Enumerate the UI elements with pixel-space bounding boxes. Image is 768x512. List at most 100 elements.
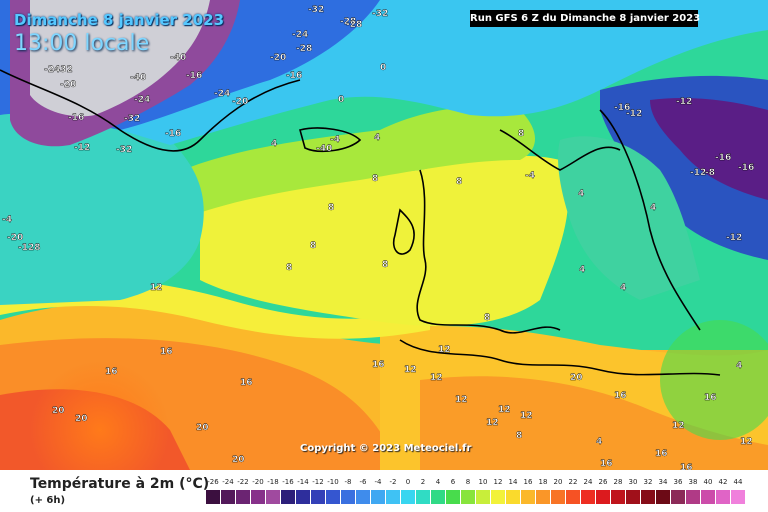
sahara-warm-zone <box>420 376 768 470</box>
isotherm-value-label: 8 <box>328 203 334 213</box>
scale-label: 44 <box>733 478 743 486</box>
isotherm-value-label: 12 <box>404 365 417 375</box>
isotherm-value-label: 0 <box>380 63 386 73</box>
isotherm-value-label: 20 <box>196 423 209 433</box>
scale-swatch <box>446 490 460 504</box>
scale-label: 36 <box>673 478 683 486</box>
isotherm-value-label: -12 <box>690 168 706 178</box>
anatolia-cool-patch <box>660 320 768 440</box>
isotherm-value-label: 16 <box>680 463 693 470</box>
scandinavia-coast <box>499 129 621 171</box>
scale-swatch <box>251 490 265 504</box>
scale-label: 26 <box>598 478 608 486</box>
isotherm-value-label: -28 <box>340 17 356 27</box>
scale-swatch <box>491 490 505 504</box>
isotherm-value-label: 16 <box>160 347 173 357</box>
scale-label: 12 <box>493 478 503 486</box>
isotherm-value-label: -28 <box>346 20 362 30</box>
scale-swatch <box>701 490 715 504</box>
scale-swatch <box>626 490 640 504</box>
isotherm-value-label: 4 <box>271 139 277 149</box>
scale-label: 16 <box>523 478 533 486</box>
map-canvas: -32-28-32-24-28-28-2432-20-40-40-16-20-1… <box>0 0 768 470</box>
scale-label: -10 <box>327 478 339 486</box>
scale-swatch <box>641 490 655 504</box>
isotherm-value-label: -20 <box>270 53 286 63</box>
scale-swatch <box>386 490 400 504</box>
british-isles <box>392 208 415 255</box>
isotherm-value-label: -16 <box>68 113 84 123</box>
isotherm-value-label: 16 <box>655 449 668 459</box>
isotherm-value-label: -12 <box>676 97 692 107</box>
isotherm-value-label: -40 <box>130 73 146 83</box>
iceland <box>299 127 362 152</box>
scale-label: 38 <box>688 478 698 486</box>
scale-swatch <box>401 490 415 504</box>
scale-label: 2 <box>420 478 426 486</box>
isotherm-value-label: -16 <box>614 103 630 113</box>
isotherm-value-label: 8 <box>484 313 490 323</box>
isotherm-value-label: 12 <box>520 411 533 421</box>
isotherm-value-label: 16 <box>105 367 118 377</box>
scale-swatch <box>536 490 550 504</box>
greenland-coast <box>0 69 301 152</box>
scale-swatch <box>671 490 685 504</box>
isotherm-value-label: -32 <box>372 9 388 19</box>
scale-label: -12 <box>312 478 324 486</box>
isotherm-value-label: 20 <box>570 373 583 383</box>
scale-label: -26 <box>207 478 219 486</box>
temperature-legend: Température à 2m (°C) (+ 6h) -26 -24 -22 -2… <box>0 470 768 512</box>
isotherm-value-label: -32 <box>308 5 324 15</box>
russia-very-cold <box>650 98 768 200</box>
scale-swatches <box>206 490 752 504</box>
isotherm-value-label: -32 <box>124 114 140 124</box>
scale-swatch <box>716 490 730 504</box>
isotherm-value-label: -12 <box>74 143 90 153</box>
isotherm-value-label: 8 <box>516 431 522 441</box>
legend-subtitle: (+ 6h) <box>30 495 66 506</box>
isotherm-value-label: 8 <box>382 260 388 270</box>
tropical-warm-patch <box>30 360 170 470</box>
scale-label: -24 <box>222 478 234 486</box>
isotherm-value-label: -128 <box>18 243 41 253</box>
scale-swatch <box>686 490 700 504</box>
color-scale: -26 -24 -22 -20 -18 -16 -14 -12 -10 -8 -6 -4 -2 0 2 4 6 8… <box>206 478 752 508</box>
isotherm-value-label: 8 <box>372 174 378 184</box>
isotherm-value-label: 8 <box>310 241 316 251</box>
scale-label: 40 <box>703 478 713 486</box>
coastlines <box>0 69 721 376</box>
isotherm-value-label: 4 <box>736 361 742 371</box>
isotherm-value-label: 16 <box>614 391 627 401</box>
scale-swatch <box>311 490 325 504</box>
scale-swatch <box>281 490 295 504</box>
scale-swatch <box>296 490 310 504</box>
scale-label: -4 <box>374 478 382 486</box>
isotherm-value-label: 12 <box>455 395 468 405</box>
scale-swatch <box>656 490 670 504</box>
isotherm-value-label: 12 <box>430 373 443 383</box>
isotherm-value-label: -32 <box>116 145 132 155</box>
eastern-europe-cool <box>558 136 700 300</box>
isotherm-value-label: 20 <box>52 406 65 416</box>
scale-label: 10 <box>478 478 488 486</box>
scale-swatch <box>206 490 220 504</box>
scale-label: 42 <box>718 478 728 486</box>
scale-label: 0 <box>405 478 411 486</box>
scale-label: 4 <box>435 478 441 486</box>
scale-swatch <box>506 490 520 504</box>
isotherm-value-label: -2432 <box>44 65 73 75</box>
isotherm-value-label: -16 <box>186 71 202 81</box>
eastern-europe-border <box>599 109 701 331</box>
isotherm-value-label: 0 <box>338 95 344 105</box>
isotherm-value-label: -8 <box>705 168 715 178</box>
mediterranean-south-coast <box>399 339 721 376</box>
scale-label: -2 <box>389 478 397 486</box>
scale-label: 14 <box>508 478 518 486</box>
isotherm-value-label: -40 <box>316 144 332 154</box>
isotherm-value-label: 12 <box>740 437 753 447</box>
scale-swatch <box>476 490 490 504</box>
isotherm-value-label: 16 <box>600 459 613 469</box>
copyright-notice: Copyright © 2023 Meteociel.fr <box>300 443 472 454</box>
isotherm-value-label: 20 <box>75 414 88 424</box>
